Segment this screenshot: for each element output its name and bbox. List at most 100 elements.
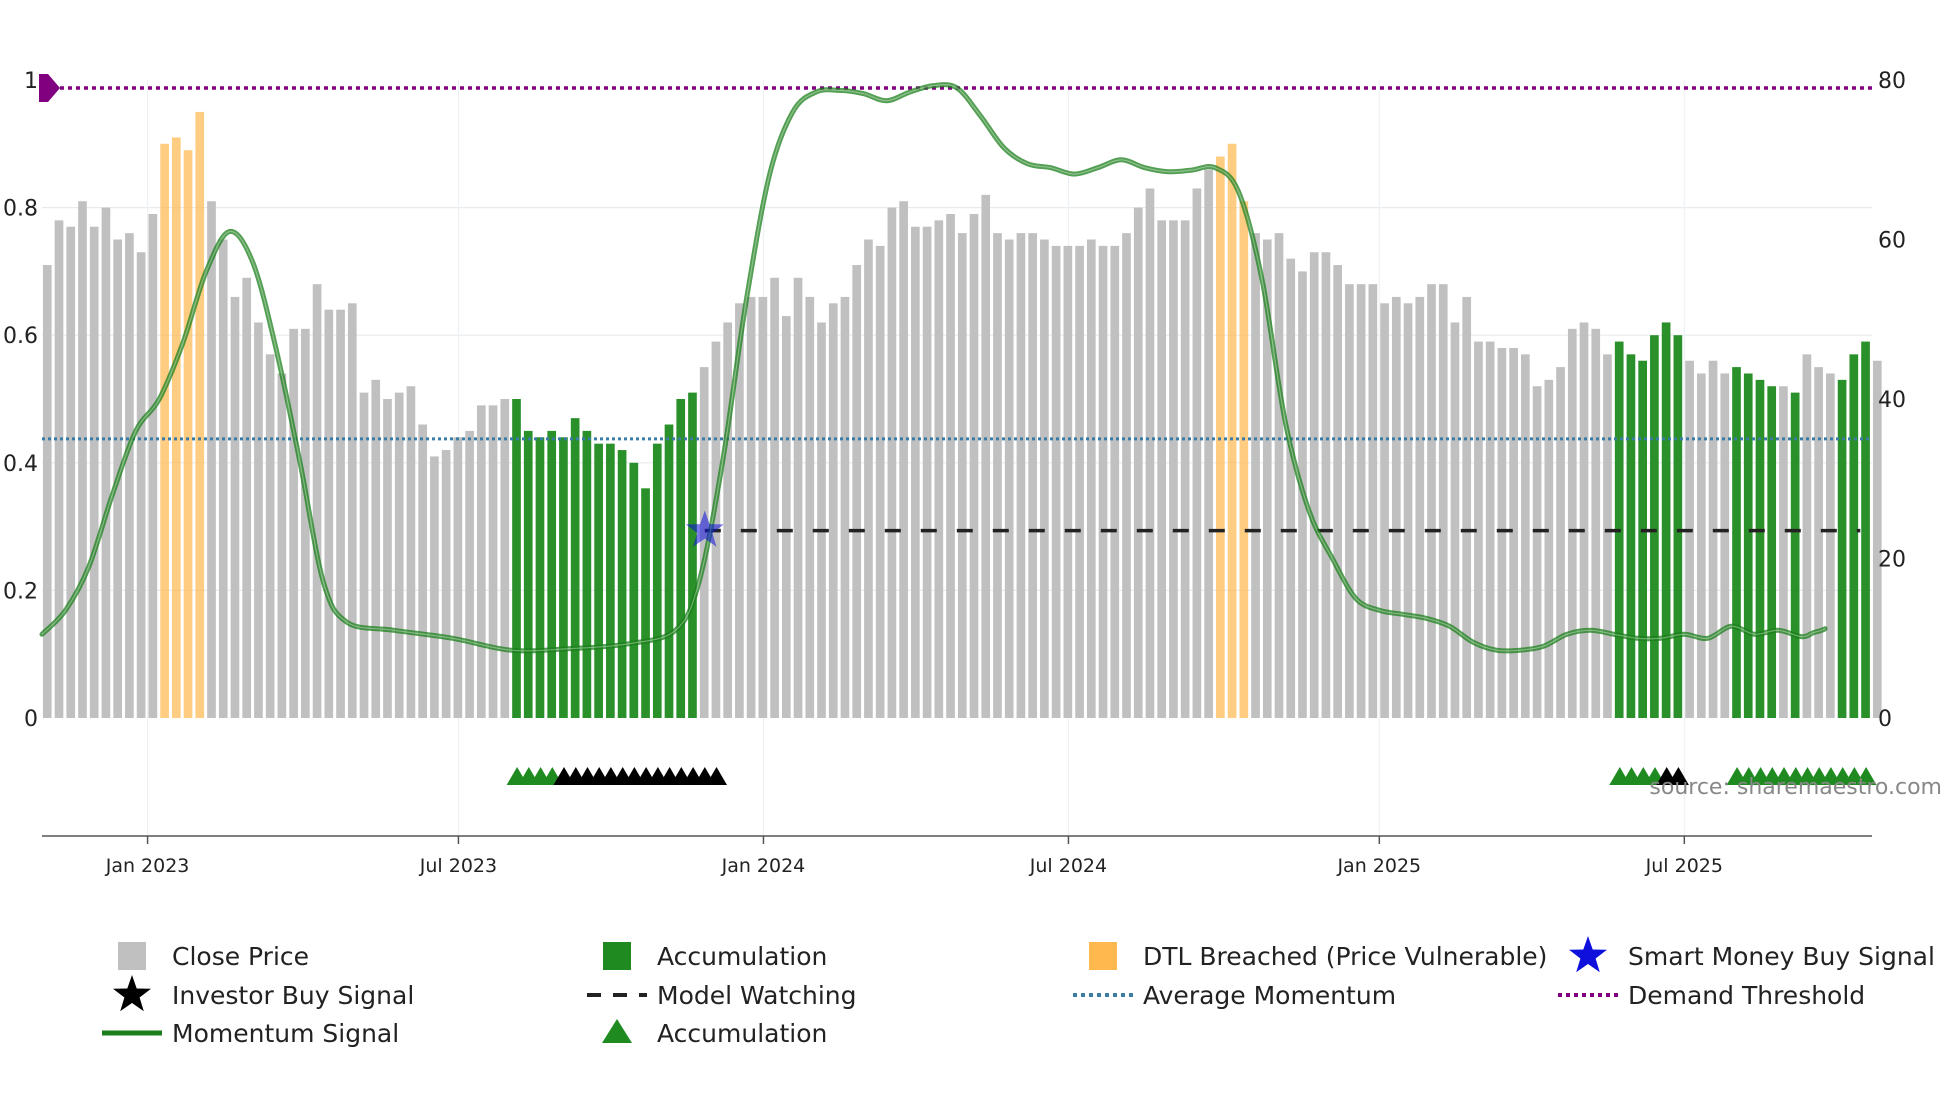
accumulation-bar — [606, 443, 615, 718]
accumulation-bar — [594, 443, 603, 718]
accumulation-bar — [523, 430, 533, 718]
accumulation-bar — [535, 437, 545, 718]
legend-label: DTL Breached (Price Vulnerable) — [1143, 942, 1547, 971]
smart-money-buy-star — [685, 510, 724, 547]
legend-swatch — [118, 942, 146, 970]
close-price-bar — [1368, 284, 1378, 718]
accumulation-bar — [1732, 367, 1741, 718]
right-y-tick-label: 80 — [1878, 69, 1906, 94]
close-price-bar — [828, 303, 838, 718]
accumulation-bar — [559, 437, 568, 718]
close-price-bar — [1802, 354, 1812, 718]
legend-item: Accumulation — [602, 1019, 827, 1048]
legend-label: Average Momentum — [1143, 981, 1396, 1010]
close-price-bar — [1356, 284, 1366, 718]
close-price-bar — [430, 456, 439, 718]
close-price-bar — [1192, 188, 1202, 718]
accumulation-bar — [652, 443, 662, 718]
close-price-bar — [148, 213, 158, 719]
close-price-bar — [1075, 245, 1084, 718]
close-price-bar — [946, 213, 955, 719]
close-price-bar — [1591, 328, 1601, 718]
close-price-bar — [993, 233, 1002, 718]
close-price-bar — [1579, 322, 1589, 718]
close-price-bar — [1169, 220, 1178, 719]
dtl-breached-bar — [183, 150, 193, 718]
close-price-bar — [1180, 220, 1190, 719]
x-tick-label: Jan 2023 — [105, 855, 190, 877]
close-price-bar — [1157, 220, 1167, 719]
close-price-bar — [1720, 373, 1730, 718]
legend-item: Smart Money Buy Signal — [1569, 936, 1935, 973]
close-price-bar — [453, 437, 463, 718]
close-price-bar — [383, 399, 392, 718]
close-price-bar — [699, 367, 709, 718]
legend-item: DTL Breached (Price Vulnerable) — [1089, 942, 1547, 971]
close-price-bar — [1063, 245, 1073, 718]
legend-label: Close Price — [172, 942, 309, 971]
accumulation-bar — [617, 450, 627, 718]
close-price-bar — [1696, 373, 1706, 718]
accumulation-bar — [1661, 322, 1671, 718]
accumulation-bar — [1755, 379, 1765, 718]
close-price-bar — [242, 277, 252, 718]
close-price-bar — [1145, 188, 1155, 718]
accumulation-bar — [1650, 335, 1659, 718]
close-price-bar — [230, 296, 240, 718]
accumulation-bar — [1743, 373, 1753, 718]
left-y-tick-label: 0 — [24, 707, 38, 732]
left-y-tick-label: 0.8 — [3, 197, 38, 222]
close-price-bar — [1333, 265, 1342, 718]
momentum-signal-highlight — [41, 84, 1826, 652]
close-price-bar — [371, 379, 381, 718]
close-price-bar — [1016, 233, 1026, 718]
close-price-bar — [1204, 169, 1213, 718]
close-price-bar — [1274, 233, 1284, 718]
close-price-bar — [1532, 386, 1542, 718]
close-price-bar — [1485, 341, 1495, 718]
close-price-bar — [312, 284, 322, 718]
close-price-bar — [864, 239, 873, 718]
close-price-bar — [746, 296, 756, 718]
close-price-bar — [301, 328, 310, 718]
close-price-bar — [359, 392, 369, 718]
close-price-bar — [1004, 239, 1014, 718]
investor-buy-triangle — [1667, 767, 1689, 785]
accumulation-bar — [570, 418, 580, 718]
close-price-bar — [347, 303, 357, 718]
close-price-bar — [500, 399, 510, 718]
close-price-bar — [89, 226, 99, 719]
dtl-breached-bar — [1216, 156, 1225, 718]
close-price-bar — [1567, 328, 1577, 718]
close-price-bar — [441, 450, 451, 718]
close-price-bar — [1497, 347, 1507, 718]
close-price-bar — [781, 316, 791, 718]
close-price-bar — [852, 265, 862, 718]
close-price-bar — [793, 277, 803, 718]
close-price-bar — [899, 201, 908, 719]
legend-item: Close Price — [118, 942, 309, 971]
demand-threshold-marker — [39, 73, 60, 102]
close-price-bar — [911, 226, 920, 719]
dtl-breached-bar — [171, 137, 181, 719]
legend-swatch — [1089, 942, 1117, 970]
close-price-bar — [1450, 322, 1460, 718]
close-price-bar — [1462, 296, 1472, 718]
close-price-bar — [488, 405, 498, 718]
dtl-breached-bar — [160, 143, 169, 719]
close-price-bar — [1051, 245, 1061, 718]
accumulation-bar — [641, 488, 650, 718]
left-y-tick-label: 0.2 — [3, 579, 38, 604]
legend-item: Demand Threshold — [1558, 981, 1865, 1010]
accumulation-bar — [676, 399, 686, 718]
close-price-bar — [723, 322, 732, 718]
close-price-bar — [758, 296, 768, 718]
dtl-breached-bar — [1239, 201, 1249, 719]
close-price-bar — [1086, 239, 1096, 718]
axes: 0 0.2 0.4 0.6 0.8 1 0 20 40 60 80 Jan 2023 Jul 2023 J… — [3, 69, 1906, 877]
close-price-bar — [1321, 252, 1331, 718]
left-y-tick-label: 0.6 — [3, 324, 38, 349]
legend-item: Accumulation — [603, 942, 827, 971]
dtl-breached-bar — [195, 111, 205, 718]
x-tick-label: Jul 2024 — [1029, 855, 1107, 877]
